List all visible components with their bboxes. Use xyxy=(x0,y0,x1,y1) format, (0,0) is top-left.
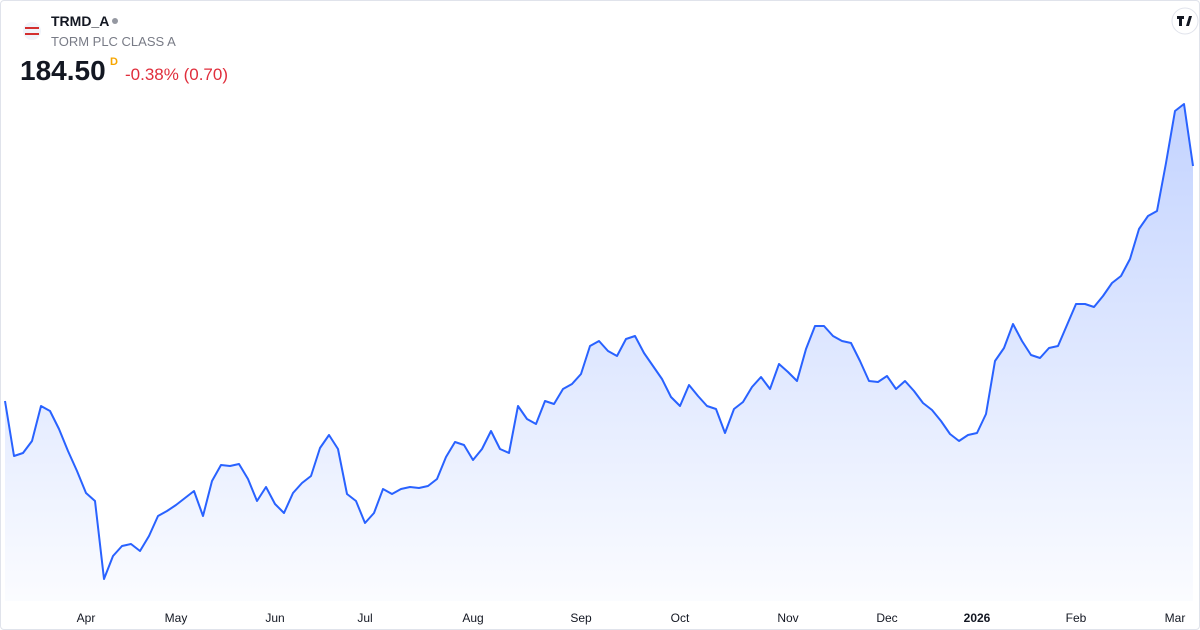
x-tick-label: Feb xyxy=(1066,611,1087,625)
instrument-name: TORM PLC CLASS A xyxy=(51,34,176,49)
x-tick-label: 2026 xyxy=(964,611,991,625)
x-tick-label: Mar xyxy=(1165,611,1186,625)
x-tick-label: Nov xyxy=(777,611,798,625)
logo[interactable] xyxy=(1171,7,1199,35)
x-tick-label: Apr xyxy=(77,611,96,625)
x-tick-label: Jun xyxy=(265,611,284,625)
status-dot xyxy=(112,18,118,24)
flag-icon xyxy=(23,22,41,40)
price: 184.50 xyxy=(20,55,106,86)
x-tick-label: May xyxy=(165,611,188,625)
interval-flag: D xyxy=(110,56,118,68)
price-change: -0.38% (0.70) xyxy=(125,65,228,84)
symbol: TRMD_A xyxy=(51,13,110,29)
x-tick-label: Sep xyxy=(570,611,592,625)
x-tick-label: Oct xyxy=(671,611,690,625)
area-fill xyxy=(5,104,1193,601)
x-tick-label: Jul xyxy=(357,611,372,625)
price-line xyxy=(4,103,1194,580)
x-tick-label: Dec xyxy=(876,611,897,625)
x-tick-label: Aug xyxy=(462,611,483,625)
